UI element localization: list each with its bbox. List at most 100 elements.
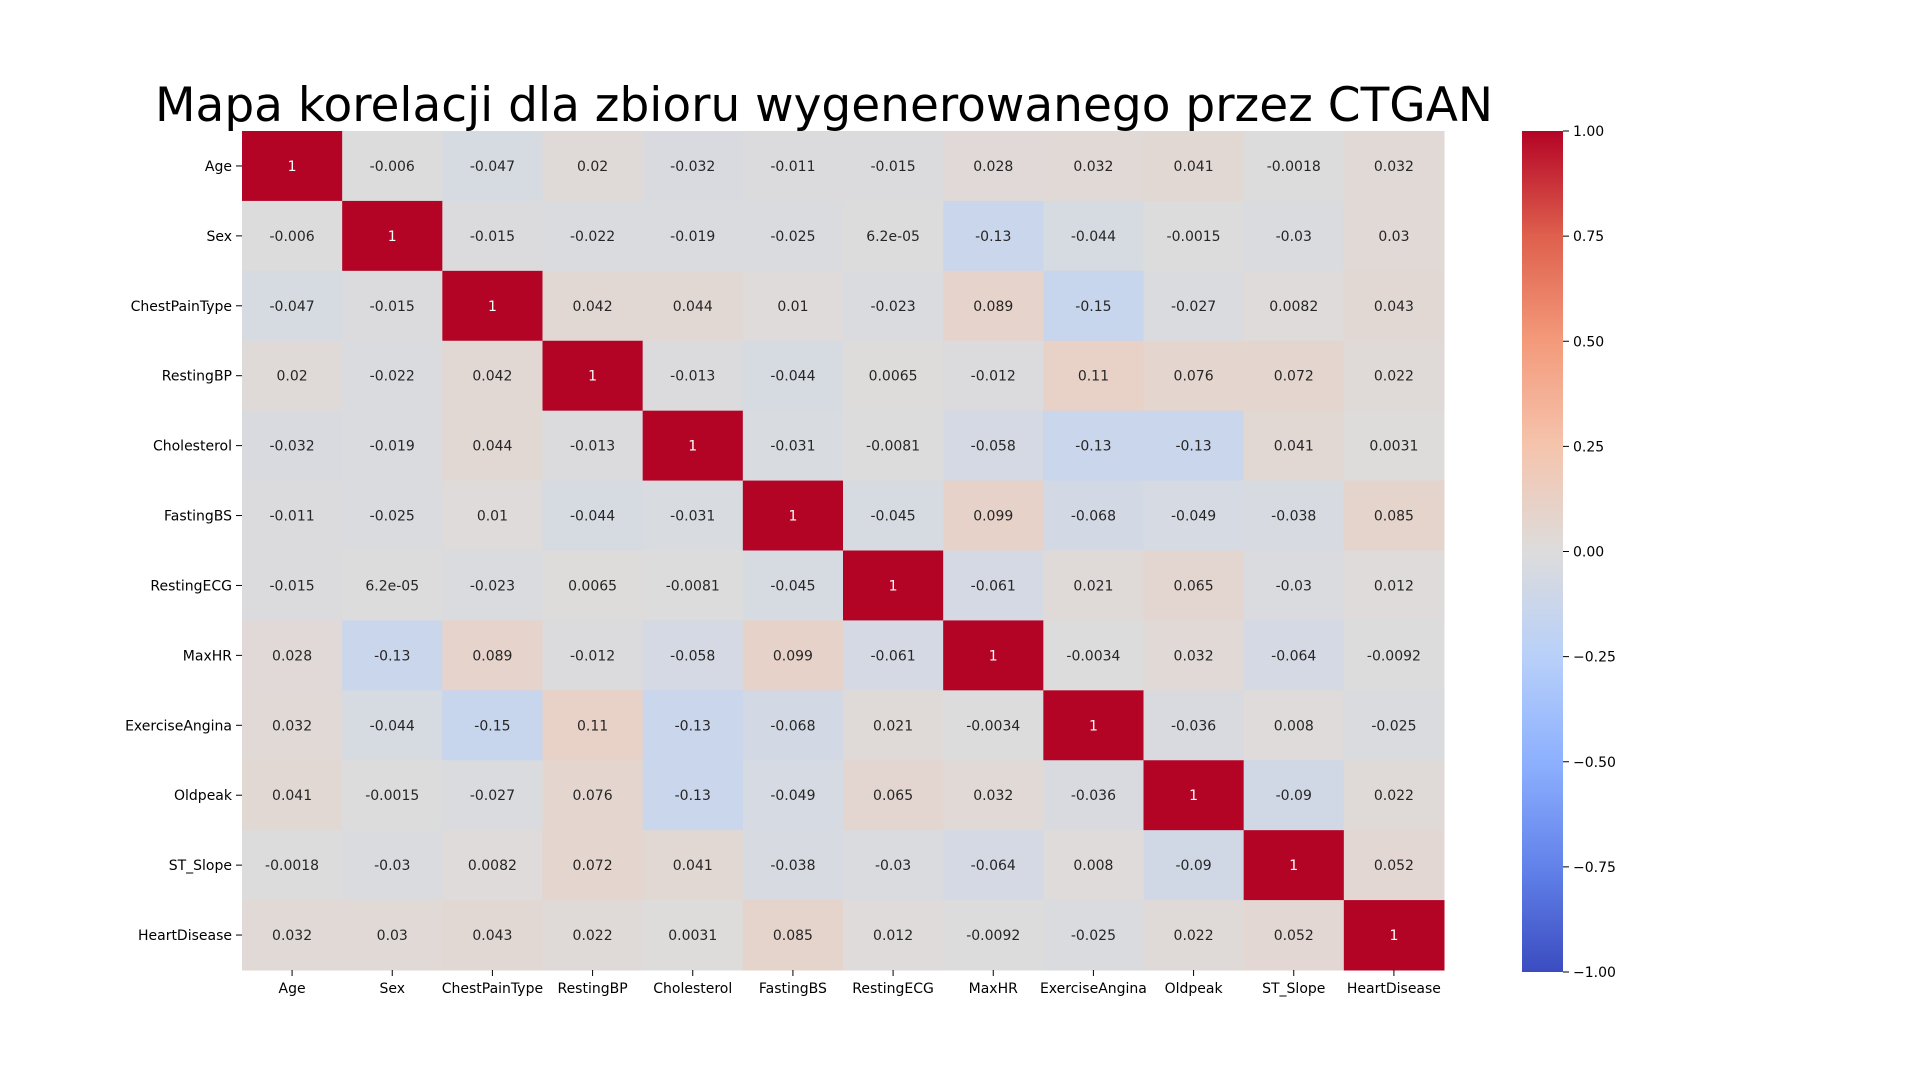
heatmap-cell: [943, 270, 1044, 342]
x-tick-label: ExerciseAngina: [1040, 981, 1147, 997]
chart-title: Mapa korelacji dla zbioru wygenerowanego…: [155, 78, 1493, 133]
heatmap-cell: [943, 760, 1044, 831]
cell-value-label: 1: [1089, 718, 1098, 734]
cell-value-label: 0.0031: [668, 928, 717, 944]
heatmap-cell: [1243, 690, 1345, 761]
colorbar-tick-label: −0.25: [1573, 650, 1616, 666]
heatmap-cell: [342, 690, 443, 761]
cell-value-label: 0.041: [673, 858, 713, 874]
heatmap-cell: [943, 550, 1044, 621]
heatmap-cell: [1343, 410, 1445, 482]
cell-value-label: 0.044: [472, 439, 512, 455]
cell-value-label: -0.0034: [1066, 648, 1120, 664]
cell-value-label: 0.032: [1374, 159, 1414, 175]
colorbar-tick-label: −0.50: [1573, 755, 1616, 771]
y-tick-label: ST_Slope: [169, 858, 232, 874]
cell-value-label: 0.008: [1073, 858, 1113, 874]
cell-value-label: -0.025: [770, 229, 815, 245]
heatmap-cell: [742, 690, 844, 761]
heatmap-cell: [742, 270, 844, 342]
heatmap-cell: [342, 340, 443, 412]
x-tick-label: ST_Slope: [1262, 981, 1325, 997]
heatmap-cell: [242, 620, 343, 691]
heatmap-cell: [1243, 550, 1345, 621]
heatmap-cell: [1043, 830, 1144, 901]
heatmap-cell: [642, 410, 744, 482]
heatmap-cell: [1143, 270, 1245, 342]
y-tick-label: FastingBS: [164, 509, 232, 525]
cell-value-label: 0.065: [1174, 578, 1214, 594]
cell-value-label: -0.0018: [1267, 159, 1321, 175]
heatmap-cell: [642, 550, 744, 621]
heatmap-cell: [742, 620, 844, 691]
cell-value-label: -0.03: [1276, 578, 1312, 594]
cell-value-label: 1: [488, 299, 497, 315]
heatmap-cell: [1143, 200, 1245, 272]
heatmap-cell: [242, 270, 343, 342]
heatmap-cell: [742, 131, 844, 202]
cell-value-label: 0.032: [973, 788, 1013, 804]
x-axis-tick-labels: Age Sex ChestPainType RestingBP Cholesterol F…: [279, 970, 1441, 997]
heatmap-cell: [1243, 480, 1345, 551]
cell-value-label: -0.044: [370, 718, 415, 734]
heatmap-cell: [442, 550, 543, 621]
heatmap-cell: [242, 480, 343, 551]
cell-value-label: 0.041: [1274, 439, 1314, 455]
heatmap-cell: [943, 620, 1044, 691]
heatmap-cell: [1043, 760, 1144, 831]
heatmap-cell: [1143, 690, 1245, 761]
heatmap-cell: [442, 410, 543, 482]
heatmap-cell: [1143, 620, 1245, 691]
heatmap-cell: [1343, 690, 1445, 761]
colorbar-tick-label: 0.75: [1573, 229, 1604, 245]
cell-value-label: 0.0065: [568, 578, 617, 594]
heatmap-cell: [1143, 410, 1245, 482]
cell-value-label: 1: [1189, 788, 1198, 804]
cell-value-label: -0.022: [570, 229, 615, 245]
heatmap-cell: [642, 340, 744, 412]
cell-value-label: 0.028: [973, 159, 1013, 175]
heatmap-cell: [1043, 550, 1144, 621]
cell-value-label: -0.13: [1075, 439, 1111, 455]
heatmap-cell: [342, 830, 443, 901]
heatmap-cell: [843, 270, 944, 342]
cell-value-label: -0.027: [470, 788, 515, 804]
x-tick-label: Oldpeak: [1165, 981, 1224, 997]
y-axis-tick-labels: Age Sex ChestPainType RestingBP Cholesterol F…: [125, 159, 242, 944]
cell-value-label: -0.044: [1071, 229, 1116, 245]
heatmap-cell: [1243, 131, 1345, 202]
heatmap-cell: [742, 410, 844, 482]
heatmap-cell: [742, 900, 844, 971]
cell-value-label: 0.032: [272, 718, 312, 734]
cell-value-label: 0.01: [777, 299, 808, 315]
cell-value-label: -0.015: [270, 578, 315, 594]
heatmap-cell: [342, 760, 443, 831]
cell-value-label: -0.047: [470, 159, 515, 175]
cell-value-label: 0.022: [573, 928, 613, 944]
x-tick-label: ChestPainType: [442, 981, 543, 997]
heatmap-cell: [642, 480, 744, 551]
heatmap-cell: [1343, 131, 1445, 202]
cell-value-label: 0.02: [276, 369, 307, 385]
heatmap-cell: [542, 830, 644, 901]
cell-value-label: 0.085: [773, 928, 813, 944]
heatmap-cell: [342, 480, 443, 551]
heatmap-cell: [742, 760, 844, 831]
cell-value-label: 0.032: [272, 928, 312, 944]
cell-value-label: 0.0065: [869, 369, 918, 385]
heatmap-cell: [1043, 340, 1144, 412]
heatmap-cell: [843, 410, 944, 482]
heatmap-cell: [442, 760, 543, 831]
heatmap-cell: [442, 340, 543, 412]
heatmap-cell: [1143, 760, 1245, 831]
heatmap-cell: [742, 200, 844, 272]
heatmap-cell: [1243, 900, 1345, 971]
heatmap-cell: [1043, 200, 1144, 272]
cell-value-label: 1: [989, 648, 998, 664]
cell-value-label: 1: [588, 369, 597, 385]
heatmap-cell: [1343, 340, 1445, 412]
heatmap-cell: [843, 900, 944, 971]
heatmap-cell: [1143, 550, 1245, 621]
heatmap-cell: [1043, 480, 1144, 551]
colorbar-tick-label: 0.00: [1573, 545, 1604, 561]
